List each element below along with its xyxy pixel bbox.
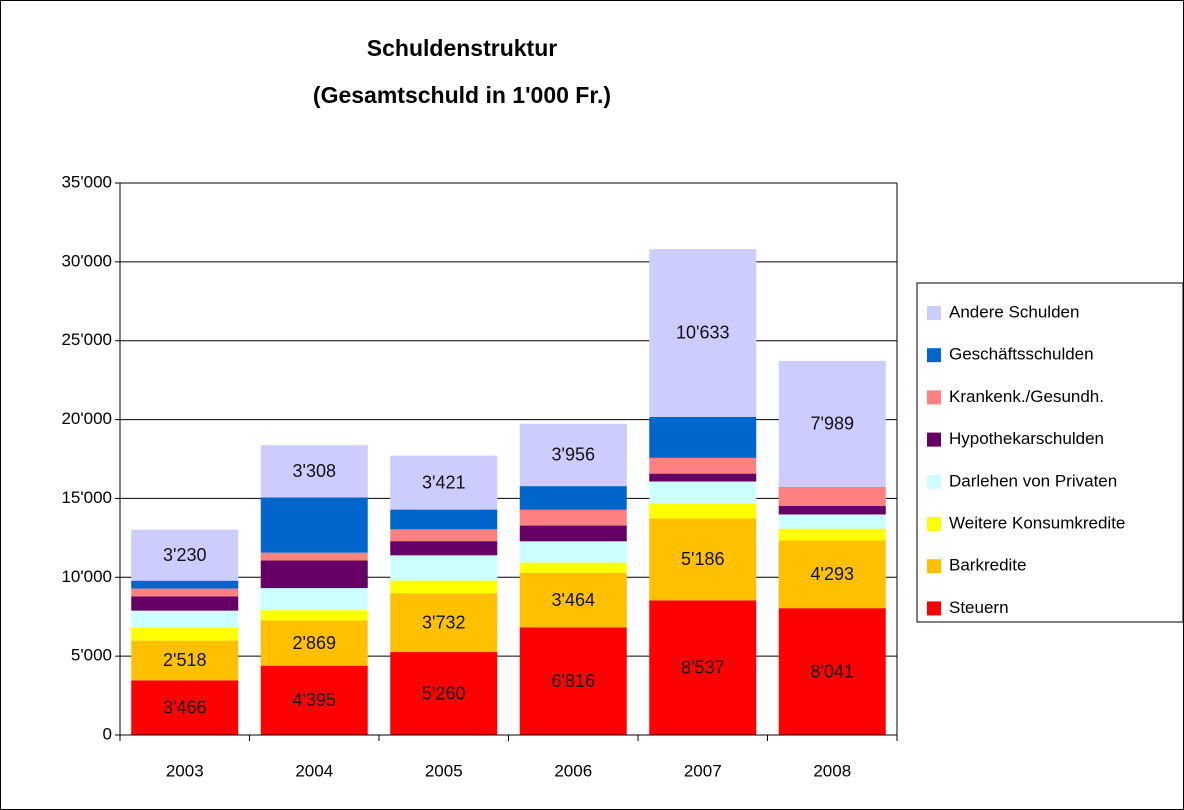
bar-segment xyxy=(649,473,757,482)
bar-segment xyxy=(778,486,886,506)
data-label: 5'186 xyxy=(681,549,724,569)
chart-subtitle: (Gesamtschuld in 1'000 Fr.) xyxy=(313,82,611,108)
bar-segment xyxy=(390,529,498,542)
bar-segment xyxy=(778,540,886,609)
bar-segment xyxy=(649,457,757,474)
bar-segment xyxy=(390,580,498,594)
y-tick-label: 20'000 xyxy=(61,409,112,428)
bar-segment xyxy=(131,628,239,641)
legend-box xyxy=(916,282,1184,623)
bar-segment xyxy=(131,529,239,581)
bar-segment xyxy=(519,525,627,542)
bar-segment xyxy=(260,588,368,611)
bar-segment xyxy=(778,505,886,515)
bar-segment xyxy=(649,481,757,504)
legend-swatch xyxy=(927,390,941,405)
bar-segment xyxy=(778,514,886,529)
legend-swatch xyxy=(927,348,941,363)
bar-segment xyxy=(260,610,368,621)
x-tick-label: 2008 xyxy=(813,761,851,780)
bar-segment xyxy=(649,503,757,519)
data-label: 3'230 xyxy=(163,545,206,565)
data-label: 2'518 xyxy=(163,650,206,670)
bar-segment xyxy=(778,360,886,487)
legend-swatch xyxy=(927,306,941,320)
legend-label: Weitere Konsumkredite xyxy=(949,513,1125,532)
x-tick-label: 2004 xyxy=(295,761,333,780)
bar-segment xyxy=(519,541,627,563)
bar-segment xyxy=(260,497,368,553)
bar-segment xyxy=(519,486,627,510)
legend-label: Barkredite xyxy=(949,556,1026,575)
legend-swatch xyxy=(927,559,941,574)
bar-segment xyxy=(778,608,886,735)
data-label: 3'732 xyxy=(422,612,465,632)
data-label: 3'466 xyxy=(163,697,206,717)
data-label: 3'308 xyxy=(293,461,336,481)
bar-segment xyxy=(519,572,627,628)
y-tick-label: 35'000 xyxy=(61,172,112,191)
bar-segment xyxy=(649,600,757,735)
y-tick-label: 5'000 xyxy=(71,646,112,665)
legend-swatch xyxy=(927,601,941,616)
bar-segment xyxy=(131,588,239,597)
legend-label: Hypothekarschulden xyxy=(949,429,1104,448)
data-label: 8'041 xyxy=(811,661,854,681)
bar-segment xyxy=(390,593,498,653)
bar-segment xyxy=(131,580,239,589)
bar-segment xyxy=(260,445,368,498)
bar-segment xyxy=(778,528,886,541)
bar-segment xyxy=(390,509,498,530)
data-label: 6'816 xyxy=(552,671,595,691)
bar-segment xyxy=(649,249,757,417)
bar-segment xyxy=(390,555,498,581)
bar-segment xyxy=(260,560,368,589)
bar-segment xyxy=(649,416,757,458)
data-label: 5'260 xyxy=(422,683,465,703)
legend-label: Steuern xyxy=(949,598,1009,617)
chart-title: Schuldenstruktur xyxy=(367,35,557,61)
x-tick-label: 2005 xyxy=(425,761,463,780)
bar-segment xyxy=(131,680,239,735)
bar-segment xyxy=(131,610,239,629)
legend-label: Geschäftsschulden xyxy=(949,345,1094,364)
legend-swatch xyxy=(927,517,941,531)
bar-segment xyxy=(519,562,627,573)
legend-label: Krankenk./Gesundh. xyxy=(949,387,1104,406)
data-label: 2'869 xyxy=(293,633,336,653)
y-tick-label: 30'000 xyxy=(61,251,112,270)
x-tick-label: 2003 xyxy=(166,761,204,780)
data-label: 4'395 xyxy=(293,690,336,710)
data-label: 3'956 xyxy=(552,445,595,465)
data-label: 3'421 xyxy=(422,472,465,492)
bar-segment xyxy=(260,552,368,561)
y-tick-label: 25'000 xyxy=(61,330,112,349)
bar-segment xyxy=(260,665,368,735)
bar-segment xyxy=(390,541,498,556)
x-tick-label: 2006 xyxy=(554,761,592,780)
bar-segment xyxy=(519,423,627,487)
legend-swatch xyxy=(927,432,941,447)
bar-segment xyxy=(519,509,627,526)
bar-segment xyxy=(131,596,239,611)
bar-segment xyxy=(649,518,757,601)
data-label: 4'293 xyxy=(811,564,854,584)
data-label: 8'537 xyxy=(681,657,724,677)
data-label: 3'464 xyxy=(552,590,595,610)
data-label: 10'633 xyxy=(676,323,730,343)
bar-segment xyxy=(260,620,368,666)
bar-segment xyxy=(390,652,498,735)
y-tick-label: 15'000 xyxy=(61,488,112,507)
bar-segment xyxy=(390,455,498,510)
x-tick-label: 2007 xyxy=(684,761,722,780)
legend-swatch xyxy=(927,474,941,489)
data-label: 7'989 xyxy=(811,414,854,434)
legend-label: Andere Schulden xyxy=(949,302,1079,321)
bar-segment xyxy=(131,640,239,681)
y-tick-label: 0 xyxy=(103,724,112,743)
bar-segment xyxy=(519,627,627,735)
legend-label: Darlehen von Privaten xyxy=(949,471,1117,490)
y-tick-label: 10'000 xyxy=(61,567,112,586)
